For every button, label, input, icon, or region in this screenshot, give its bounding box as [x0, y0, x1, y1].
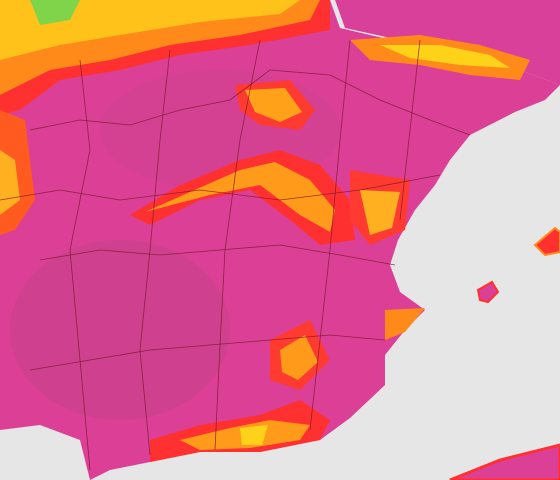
- range-warm: [245, 88, 302, 122]
- province-border: [29, 69, 471, 136]
- island: [476, 280, 500, 304]
- range-warm: [145, 162, 335, 232]
- range-hot: [130, 150, 355, 245]
- province-border: [399, 39, 421, 221]
- province-border: [39, 244, 396, 266]
- province-border: [0, 174, 441, 201]
- africa-land: [449, 443, 560, 480]
- province-border: [69, 59, 91, 471]
- mountain-cool: [380, 45, 510, 68]
- coast-warm: [385, 308, 425, 340]
- province-border: [29, 334, 386, 371]
- province-border: [214, 39, 261, 451]
- interior-shade: [10, 240, 230, 420]
- range-cool: [240, 425, 268, 445]
- coolest-band: [30, 0, 80, 25]
- cool-band: [0, 0, 300, 60]
- province-border: [309, 39, 351, 431]
- province-border: [139, 49, 171, 456]
- coast-cool: [0, 150, 20, 215]
- range-warm: [280, 335, 318, 380]
- range-warm: [360, 190, 400, 235]
- island: [533, 226, 560, 257]
